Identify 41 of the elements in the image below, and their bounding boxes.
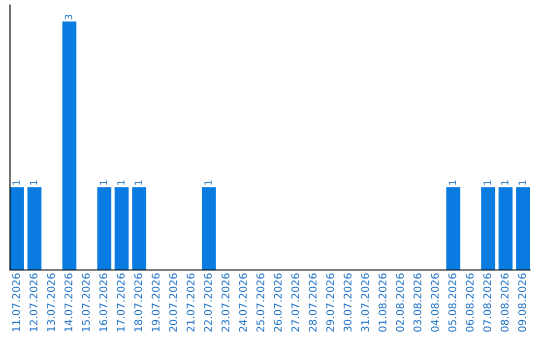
x-tick-label: 24.07.2026	[238, 273, 247, 332]
x-tick-label: 31.07.2026	[361, 273, 369, 332]
x-tick-label: 23.07.2026	[222, 273, 230, 332]
data-label: 1	[484, 180, 491, 185]
data-label: 1	[100, 180, 107, 185]
data-label: 1	[117, 180, 124, 185]
data-label: 1	[204, 180, 212, 185]
x-tick-label: 08.08.2026	[500, 273, 509, 332]
data-label: 3	[64, 14, 72, 20]
x-tick-label: 09.08.2026	[518, 273, 526, 332]
data-label: 1	[501, 180, 508, 185]
x-tick-label: 18.07.2026	[134, 273, 142, 332]
x-tick-label: 04.08.2026	[430, 273, 439, 332]
x-tick-label: 02.08.2026	[396, 273, 404, 332]
x-tick-label: 05.08.2026	[448, 273, 456, 332]
x-tick-label: 30.07.2026	[344, 273, 352, 332]
x-tick-label: 26.07.2026	[274, 273, 282, 332]
x-tick-label: 28.07.2026	[308, 273, 317, 332]
x-tick-label: 07.08.2026	[483, 273, 492, 332]
x-tick-label: 06.08.2026	[466, 273, 474, 332]
x-tick-label: 20.07.2026	[169, 273, 178, 332]
x-tick-label: 03.08.2026	[413, 273, 422, 332]
data-label: 1	[448, 180, 456, 185]
x-tick-label: 25.07.2026	[256, 273, 264, 332]
x-tick-label: 11.07.2026	[12, 273, 20, 332]
x-tick-label: 15.07.2026	[82, 273, 90, 332]
x-tick-label: 27.07.2026	[291, 273, 300, 332]
x-tick-label: 22.07.2026	[204, 273, 212, 332]
x-tick-label: 29.07.2026	[326, 273, 334, 332]
data-label: 1	[134, 180, 142, 185]
data-label: 1	[30, 180, 38, 185]
x-tick-label: 01.08.2026	[378, 273, 386, 332]
x-tick-label: 14.07.2026	[64, 273, 72, 332]
x-tick-label: 16.07.2026	[99, 273, 108, 332]
x-tick-label: 12.07.2026	[30, 273, 38, 332]
x-tick-label: 21.07.2026	[186, 273, 194, 332]
data-label: 1	[12, 180, 20, 185]
x-tick-label: 13.07.2026	[47, 273, 55, 332]
x-tick-label: 17.07.2026	[116, 273, 125, 332]
data-label: 1	[518, 180, 526, 185]
x-tick-label: 19.07.2026	[152, 273, 160, 332]
